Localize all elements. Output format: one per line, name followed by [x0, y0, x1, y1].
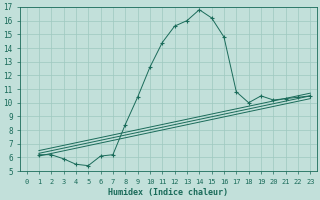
- X-axis label: Humidex (Indice chaleur): Humidex (Indice chaleur): [108, 188, 228, 197]
